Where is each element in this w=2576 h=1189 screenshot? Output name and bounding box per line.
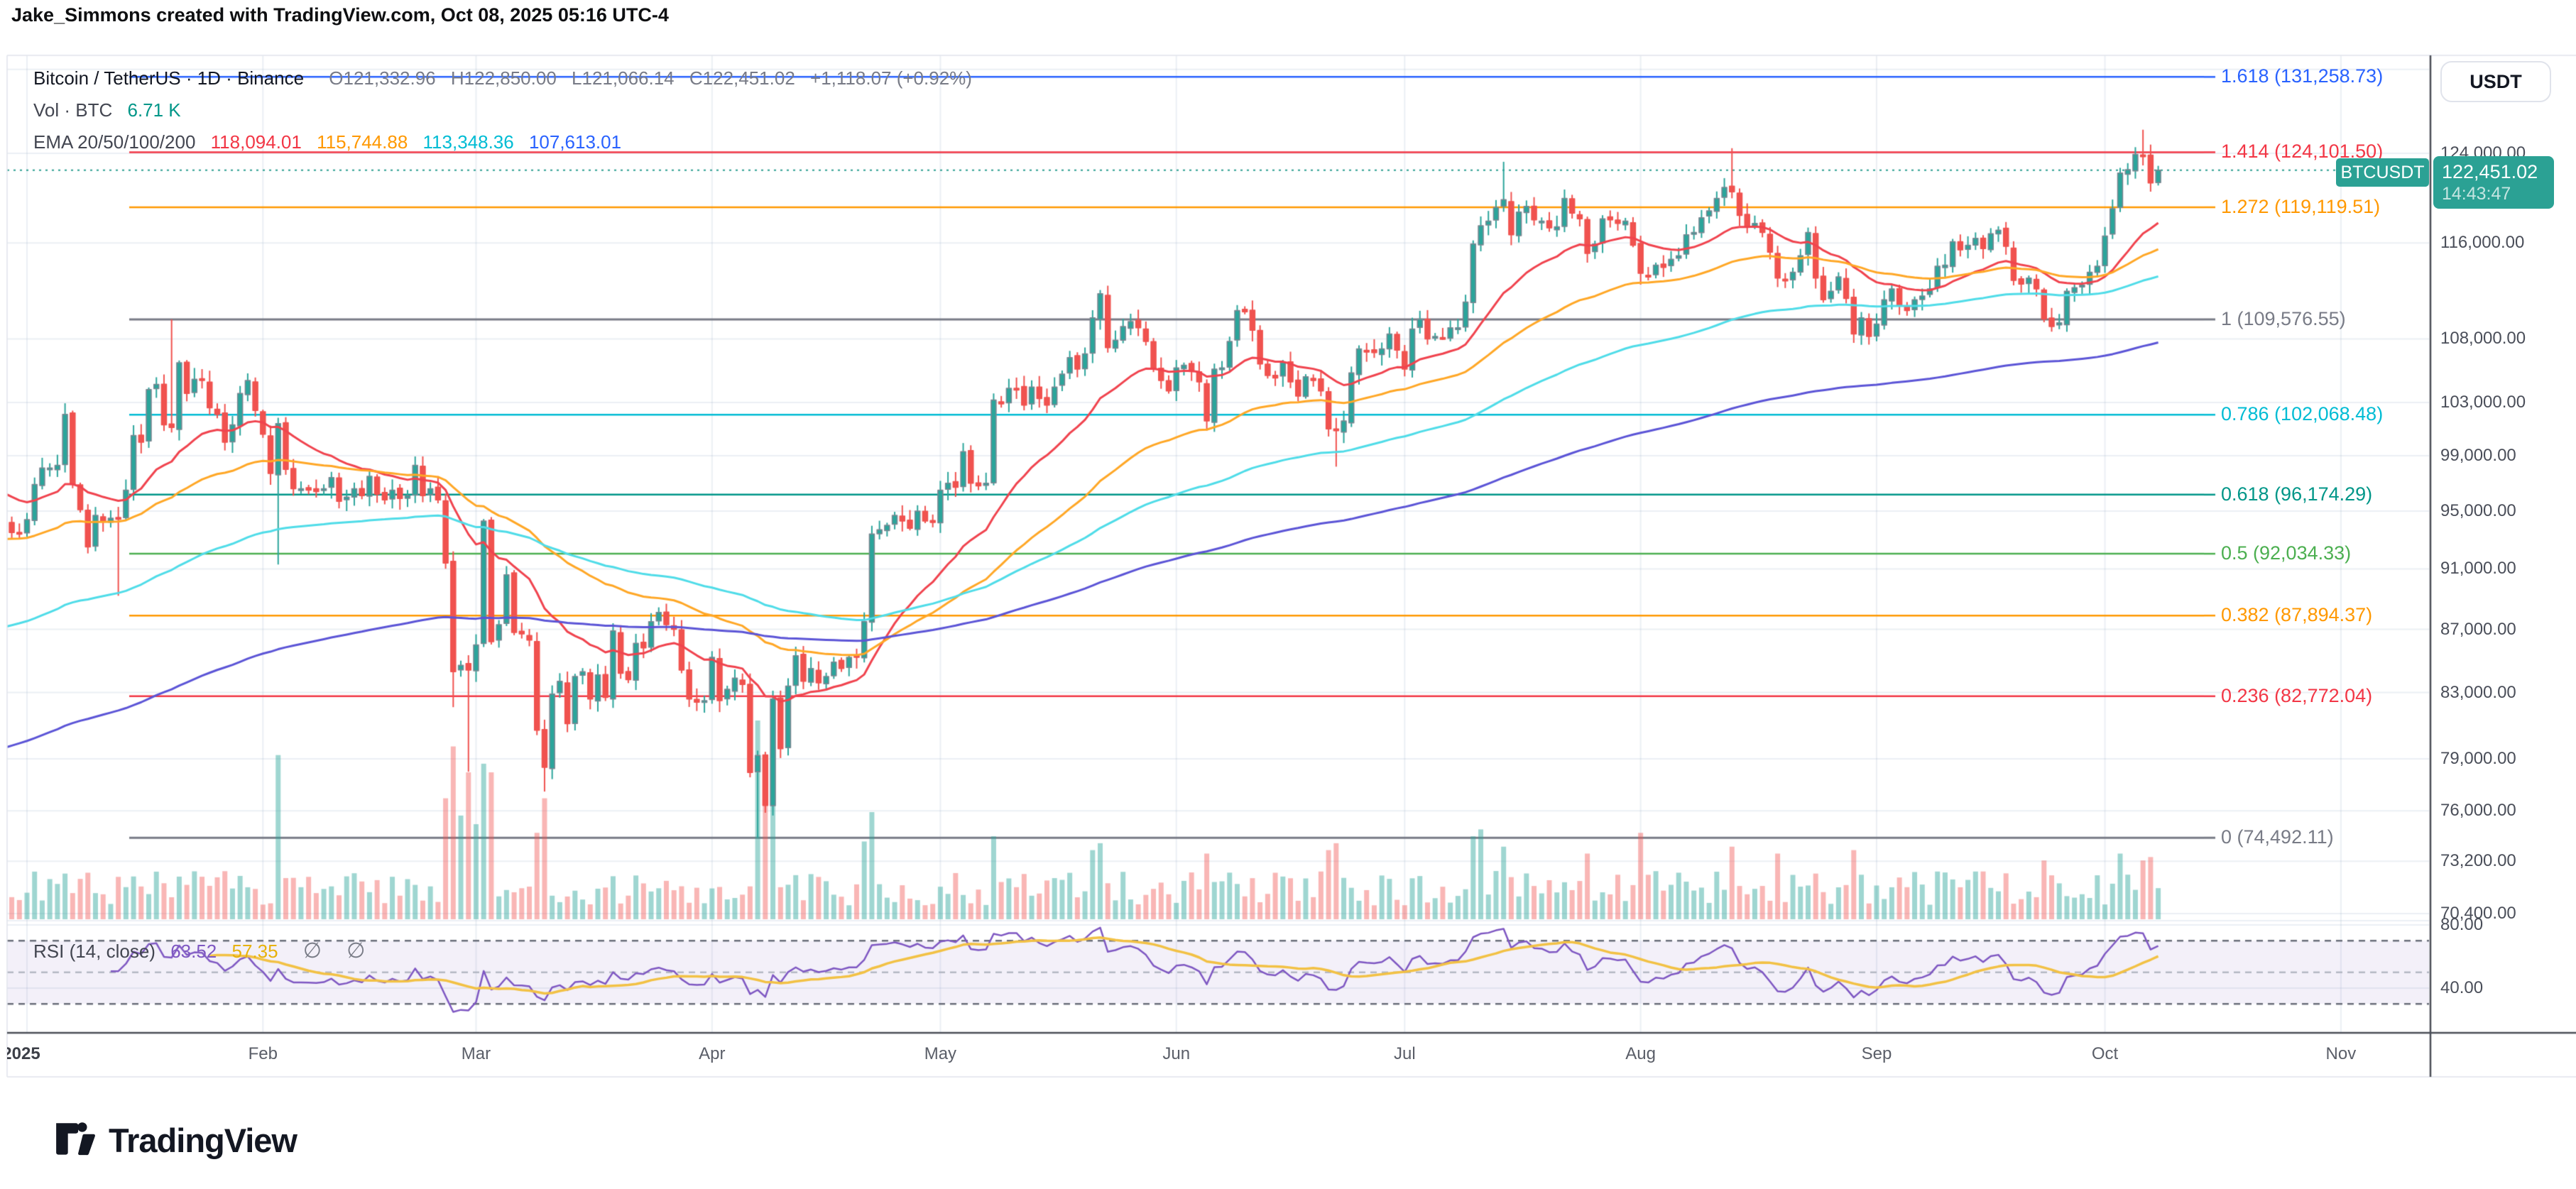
ohlc-low-label: L <box>572 67 582 89</box>
price-tick-91000: 91,000.00 <box>2440 559 2516 579</box>
price-tick-73200: 73,200.00 <box>2440 851 2516 871</box>
time-tick-Mar: Mar <box>461 1044 491 1063</box>
rsi-legend[interactable]: RSI (14, close) 63.52 57.35 ∅ ∅ <box>33 938 365 963</box>
volume-value: 6.71 K <box>127 99 181 121</box>
price-tick-108000: 108,000.00 <box>2440 329 2526 349</box>
ohlc-close-label: C <box>689 67 703 89</box>
time-tick-May: May <box>924 1044 957 1063</box>
fib-label-0.786: 0.786 (102,068.48) <box>2221 403 2384 425</box>
ohlc-close-value: 122,451.02 <box>702 67 795 89</box>
price-tick-95000: 95,000.00 <box>2440 501 2516 521</box>
rsi-tick-40: 40.00 <box>2440 978 2484 997</box>
time-tick-Nov: Nov <box>2325 1044 2357 1063</box>
ohlc-open-value: 121,332.96 <box>343 67 436 89</box>
ohlc-low-value: 121,066.14 <box>582 67 675 89</box>
ema20-value: 118,094.01 <box>210 131 302 153</box>
time-tick-Apr: Apr <box>699 1044 726 1063</box>
price-tick-76000: 76,000.00 <box>2440 801 2516 821</box>
fib-label-0.618: 0.618 (96,174.29) <box>2221 483 2373 505</box>
time-tick-Oct: Oct <box>2091 1044 2119 1063</box>
rsi-band-empty-icon: ∅ <box>302 939 322 963</box>
time-tick-Sep: Sep <box>1861 1044 1892 1063</box>
tradingview-logo: TradingView <box>53 1118 298 1162</box>
price-tick-83000: 83,000.00 <box>2440 682 2516 702</box>
time-tick-Aug: Aug <box>1625 1044 1656 1063</box>
price-tick-87000: 87,000.00 <box>2440 619 2516 639</box>
ohlc-open-label: O <box>329 67 344 89</box>
price-tick-116000: 116,000.00 <box>2440 233 2525 253</box>
ema200-value: 107,613.01 <box>528 131 622 153</box>
bar-countdown: 14:43:47 <box>2442 184 2511 204</box>
price-tick-70400: 70,400.00 <box>2440 904 2516 924</box>
change-value: +1,118.07 (+0.92%) <box>810 67 972 89</box>
last-price-tag: 122,451.02 14:43:47 <box>2433 156 2554 209</box>
legend-symbol-row[interactable]: Bitcoin / TetherUS · 1D · Binance O121,3… <box>33 62 972 94</box>
price-tick-99000: 99,000.00 <box>2440 446 2516 466</box>
fib-label-1.618: 1.618 (131,258.73) <box>2221 65 2384 87</box>
rsi-tick-80: 80.00 <box>2440 915 2484 934</box>
last-price-value: 122,451.02 <box>2442 161 2538 182</box>
price-tick-103000: 103,000.00 <box>2440 393 2526 412</box>
fib-label-0.382: 0.382 (87,894.37) <box>2221 604 2373 626</box>
time-tick-2025: 2025 <box>7 1044 40 1063</box>
currency-toggle-button[interactable]: USDT <box>2440 61 2551 102</box>
time-axis-scale[interactable]: 2025 Feb Mar Apr May Jun Jul Aug Sep Oct Nov <box>7 1034 2430 1076</box>
tradingview-logo-icon <box>56 1122 95 1156</box>
fib-label-0.5: 0.5 (92,034.33) <box>2221 542 2352 564</box>
tradingview-wordmark: TradingView <box>109 1121 298 1159</box>
ema50-value: 115,744.88 <box>317 131 408 153</box>
price-tick-79000: 79,000.00 <box>2440 749 2516 769</box>
rsi-value: 63.52 <box>170 941 217 962</box>
symbol-title[interactable]: Bitcoin / TetherUS · 1D · Binance <box>33 67 305 89</box>
rsi-label: RSI (14, close) <box>33 941 155 962</box>
time-tick-Jun: Jun <box>1162 1044 1191 1063</box>
ema100-value: 113,348.36 <box>422 131 514 153</box>
ohlc-high-label: H <box>450 67 464 89</box>
fib-label-0.236: 0.236 (82,772.04) <box>2221 684 2373 706</box>
time-tick-Feb: Feb <box>248 1044 278 1063</box>
volume-label: Vol · BTC <box>33 99 113 121</box>
ohlc-high-value: 122,850.00 <box>464 67 557 89</box>
fib-label-1.272: 1.272 (119,119.51) <box>2221 195 2381 217</box>
fib-label-0: 0 (74,492.11) <box>2221 826 2334 848</box>
chart-legend: Bitcoin / TetherUS · 1D · Binance O121,3… <box>33 62 972 158</box>
symbol-price-label-tag: BTCUSDT <box>2336 158 2429 187</box>
legend-ema-row[interactable]: EMA 20/50/100/200 118,094.01 115,744.88 … <box>33 126 972 158</box>
time-tick-Jul: Jul <box>1393 1044 1416 1063</box>
ema-label: EMA 20/50/100/200 <box>33 131 196 153</box>
rsi-ma-value: 57.35 <box>231 941 278 962</box>
rsi-band-empty-icon-2: ∅ <box>346 939 366 963</box>
fib-label-1: 1 (109,576.55) <box>2221 307 2346 329</box>
legend-volume-row[interactable]: Vol · BTC 6.71 K <box>33 94 972 126</box>
